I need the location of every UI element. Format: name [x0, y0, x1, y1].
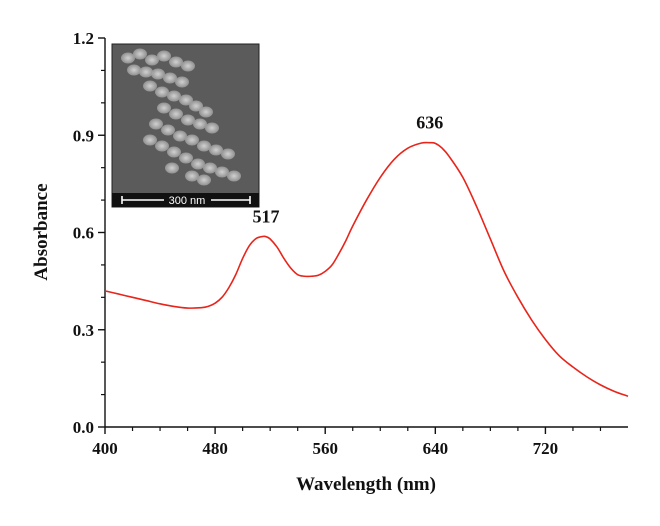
peak-label-517: 517	[253, 206, 280, 226]
x-axis-title: Wavelength (nm)	[296, 474, 436, 495]
inset-nanoparticle	[167, 146, 181, 158]
inset-nanoparticle	[155, 140, 169, 152]
y-tick-label: 1.2	[73, 29, 94, 48]
y-tick-label: 0.3	[73, 321, 94, 340]
inset-micrograph: 300 nm	[111, 43, 260, 208]
inset-nanoparticle	[143, 80, 157, 92]
inset-nanoparticle	[163, 72, 177, 84]
x-tick-label: 480	[202, 439, 228, 458]
x-tick-label: 400	[92, 439, 118, 458]
inset-nanoparticle	[199, 106, 213, 118]
inset-nanoparticle	[209, 144, 223, 156]
y-tick-label: 0.0	[73, 418, 94, 437]
inset-nanoparticle-cluster	[121, 48, 241, 186]
inset-nanoparticle	[189, 100, 203, 112]
x-tick-label: 640	[423, 439, 449, 458]
x-tick-label: 720	[533, 439, 559, 458]
inset-nanoparticle	[133, 48, 147, 60]
inset-scale-bar-label: 300 nm	[169, 195, 206, 207]
x-tick-label: 560	[312, 439, 338, 458]
inset-nanoparticle	[227, 170, 241, 182]
inset-nanoparticle	[221, 148, 235, 160]
inset-nanoparticle	[181, 60, 195, 72]
inset-nanoparticle	[161, 124, 175, 136]
y-ticks: 0.0 0.3 0.6 0.9 1.2	[73, 29, 105, 437]
y-axis-title: Absorbance	[31, 183, 52, 280]
inset-nanoparticle	[157, 50, 171, 62]
y-tick-label: 0.6	[73, 224, 94, 243]
inset-nanoparticle	[203, 162, 217, 174]
inset-nanoparticle	[197, 174, 211, 186]
inset-nanoparticle	[181, 114, 195, 126]
inset-nanoparticle	[205, 122, 219, 134]
inset-nanoparticle	[165, 162, 179, 174]
inset-scale-bar-background	[112, 193, 259, 207]
inset-nanoparticle	[175, 76, 189, 88]
y-tick-label: 0.9	[73, 126, 94, 145]
inset-nanoparticle	[169, 56, 183, 68]
x-ticks: 400 480 560 640 720	[92, 427, 602, 458]
inset-nanoparticle	[167, 90, 181, 102]
inset-nanoparticle	[151, 68, 165, 80]
inset-nanoparticle	[149, 118, 163, 130]
inset-nanoparticle	[121, 52, 135, 64]
inset-nanoparticle	[139, 66, 153, 78]
inset-nanoparticle	[145, 54, 159, 66]
inset-nanoparticle	[193, 118, 207, 130]
inset-nanoparticle	[173, 130, 187, 142]
inset-nanoparticle	[179, 152, 193, 164]
series-line-absorbance	[104, 141, 629, 397]
inset-nanoparticle	[215, 166, 229, 178]
inset-nanoparticle	[197, 140, 211, 152]
inset-nanoparticle	[191, 158, 205, 170]
inset-nanoparticle	[157, 102, 171, 114]
inset-nanoparticle	[127, 64, 141, 76]
inset-nanoparticle	[179, 94, 193, 106]
inset-nanoparticle	[185, 170, 199, 182]
inset-nanoparticle	[143, 134, 157, 146]
inset-nanoparticle	[155, 86, 169, 98]
inset-nanoparticle	[185, 134, 199, 146]
inset-nanoparticle	[169, 108, 183, 120]
peak-label-636: 636	[416, 113, 443, 133]
